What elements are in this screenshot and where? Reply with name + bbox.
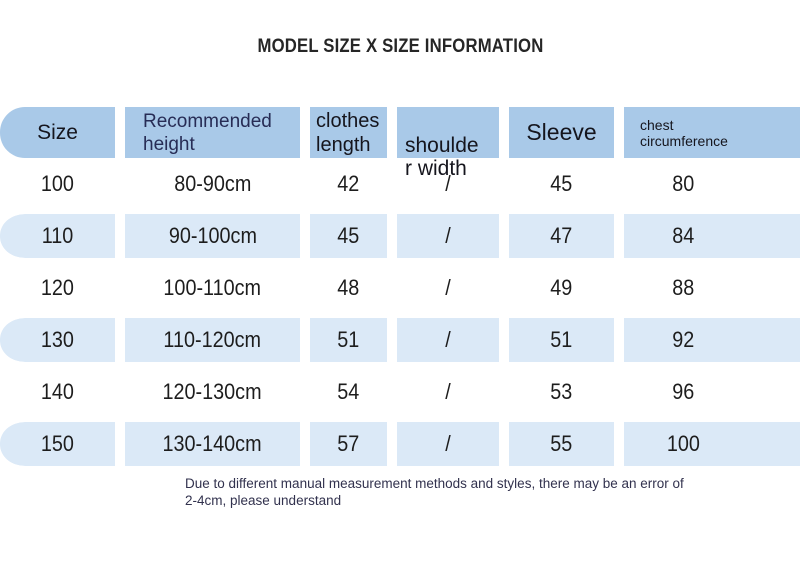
table-cell-size: 120	[40, 275, 75, 300]
table-cell-chest: 92	[624, 314, 800, 366]
measurement-note: Due to different manual measurement meth…	[185, 476, 684, 508]
table-cell-sleeve: 45	[550, 171, 573, 196]
size-table: Size Recommended height clothes length s…	[0, 107, 800, 470]
page-title-text: MODEL SIZE X SIZE INFORMATION	[257, 36, 543, 57]
table-cell-shoulder: /	[397, 418, 499, 470]
table-cell-shoulder: /	[445, 379, 451, 404]
table-cell-size: 140	[40, 379, 75, 404]
table-cell-size: 110	[0, 210, 115, 262]
table-cell-sleeve: 49	[550, 275, 573, 300]
table-cell-shoulder: /	[397, 210, 499, 262]
table-cell-height: 90-100cm	[125, 210, 300, 262]
table-cell-shoulder: /	[445, 171, 451, 196]
table-cell-length: 57	[310, 418, 387, 470]
table-cell-size: 130	[0, 314, 115, 366]
table-cell-sleeve: 51	[509, 314, 614, 366]
table-cell-chest: 96	[671, 379, 695, 404]
table-cell-shoulder: /	[397, 314, 499, 366]
table-cell-length: 54	[337, 379, 360, 404]
table-cell-height: 120-130cm	[162, 379, 263, 404]
table-cell-size: 100	[40, 171, 75, 196]
table-cell-length: 48	[337, 275, 360, 300]
page-title: MODEL SIZE X SIZE INFORMATION	[0, 36, 800, 58]
header-cell-recommended-height: Recommended height	[125, 107, 300, 158]
header-cell-sleeve: Sleeve	[509, 107, 614, 158]
table-cell-chest: 100	[624, 418, 800, 470]
table-cell-length: 42	[337, 171, 360, 196]
table-cell-height: 130-140cm	[125, 418, 300, 470]
table-cell-height: 80-90cm	[173, 171, 252, 196]
table-cell-height: 100-110cm	[163, 275, 262, 300]
table-cell-height: 110-120cm	[125, 314, 300, 366]
table-cell-sleeve: 53	[550, 379, 573, 404]
table-cell-chest: 80	[671, 171, 695, 196]
header-cell-clothes-length: clothes length	[310, 107, 387, 158]
table-cell-chest: 88	[671, 275, 695, 300]
table-cell-chest: 84	[624, 210, 800, 262]
header-cell-shoulder-width: shoulde r width	[397, 107, 499, 180]
header-cell-chest-circumference: chest circumference	[624, 107, 800, 158]
table-cell-size: 150	[0, 418, 115, 470]
table-cell-length: 51	[310, 314, 387, 366]
header-cell-size: Size	[0, 107, 115, 158]
table-cell-sleeve: 47	[509, 210, 614, 262]
table-cell-sleeve: 55	[509, 418, 614, 470]
table-cell-length: 45	[310, 210, 387, 262]
table-cell-shoulder: /	[445, 275, 451, 300]
